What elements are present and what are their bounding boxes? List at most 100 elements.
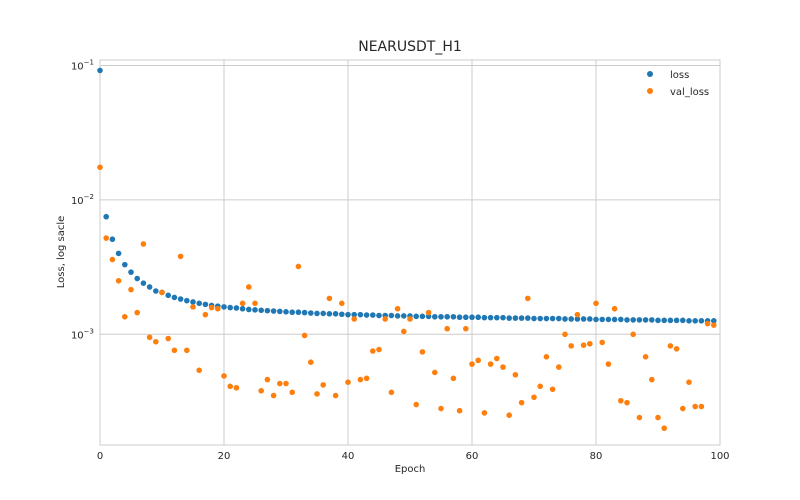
loss-point	[642, 317, 649, 323]
loss-point	[667, 317, 674, 324]
loss-point	[593, 316, 599, 323]
val-loss-point	[239, 300, 246, 307]
val-loss-point	[301, 332, 308, 339]
val-loss-point	[481, 410, 488, 416]
loss-point	[109, 236, 116, 243]
loss-point	[184, 297, 190, 304]
legend-marker-loss	[647, 71, 653, 77]
loss-point	[568, 316, 574, 322]
loss-point	[419, 313, 426, 320]
val-loss-point	[159, 289, 165, 296]
val-loss-point	[153, 338, 159, 345]
loss-point	[128, 269, 134, 275]
val-loss-point	[184, 347, 190, 354]
loss-point	[686, 318, 692, 324]
loss-point	[549, 315, 556, 322]
val-loss-point	[109, 256, 116, 263]
legend-label-val-loss: val_loss	[670, 87, 709, 98]
val-loss-point	[277, 380, 283, 387]
val-loss-point	[642, 353, 649, 360]
loss-point	[289, 309, 296, 316]
val-loss-point	[122, 313, 128, 320]
loss-point	[649, 317, 655, 323]
val-loss-point	[432, 369, 438, 376]
val-loss-point	[171, 347, 178, 354]
val-loss-point	[425, 309, 432, 316]
loss-point	[450, 313, 457, 320]
val-loss-point	[363, 375, 370, 382]
val-loss-point	[97, 164, 103, 171]
loss-point	[556, 315, 562, 322]
val-loss-point	[587, 340, 593, 347]
val-loss-point	[667, 343, 674, 349]
loss-point	[605, 316, 612, 323]
val-loss-point	[208, 304, 215, 311]
val-loss-point	[698, 403, 705, 410]
plot-area	[100, 60, 720, 445]
val-loss-point	[128, 286, 134, 293]
loss-point	[264, 307, 271, 314]
loss-point	[692, 318, 698, 324]
val-loss-point	[518, 399, 525, 406]
val-loss-point	[134, 309, 140, 316]
loss-point	[537, 315, 543, 322]
loss-point	[283, 309, 289, 315]
val-loss-point	[314, 391, 320, 397]
loss-point	[351, 311, 358, 318]
loss-point	[146, 284, 153, 290]
val-loss-point	[419, 349, 426, 355]
loss-point	[562, 316, 568, 322]
loss-point	[506, 315, 512, 321]
val-loss-point	[599, 339, 605, 346]
val-loss-point	[450, 375, 457, 382]
loss-point	[202, 301, 209, 308]
loss-point	[227, 304, 233, 311]
val-loss-point	[537, 383, 543, 390]
val-loss-point	[202, 311, 209, 318]
loss-point	[221, 304, 227, 310]
y-tick-label: 10−2	[71, 193, 94, 207]
loss-point	[134, 275, 140, 282]
plot-frame	[99, 59, 721, 446]
loss-point	[432, 313, 438, 320]
val-loss-point	[295, 263, 302, 270]
val-loss-point	[562, 331, 568, 338]
val-loss-point	[506, 412, 512, 418]
loss-point	[500, 314, 506, 321]
loss-point	[171, 294, 178, 301]
val-loss-point	[394, 305, 401, 312]
loss-point	[103, 213, 109, 220]
val-loss-point	[636, 414, 643, 421]
loss-point	[475, 314, 482, 321]
val-loss-point	[227, 383, 233, 390]
val-loss-point	[580, 342, 587, 348]
val-loss-point	[190, 304, 196, 310]
val-loss-point	[320, 382, 327, 388]
val-loss-point	[673, 345, 680, 352]
val-loss-point	[525, 295, 531, 302]
y-axis-label: Loss, log sacle	[56, 216, 67, 288]
val-loss-point	[475, 357, 482, 364]
loss-point	[525, 315, 531, 321]
val-loss-point	[252, 300, 258, 307]
loss-point	[122, 261, 128, 268]
val-loss-point	[233, 384, 240, 391]
val-loss-point	[568, 343, 574, 349]
val-loss-point	[413, 401, 420, 408]
legend-label-loss: loss	[670, 70, 689, 81]
x-tick-label: 40	[342, 451, 355, 462]
loss-point	[165, 292, 171, 299]
loss-point	[413, 313, 420, 320]
y-tick-label: 10−3	[71, 327, 94, 341]
val-loss-point	[165, 335, 171, 342]
val-loss-point	[177, 253, 184, 260]
loss-point	[357, 311, 364, 318]
loss-point	[680, 317, 686, 324]
loss-point	[531, 315, 537, 322]
loss-point	[308, 310, 314, 316]
val-loss-point	[463, 325, 469, 332]
x-tick-label: 60	[466, 451, 479, 462]
val-loss-point	[103, 235, 109, 241]
x-axis-label: Epoch	[395, 464, 426, 475]
